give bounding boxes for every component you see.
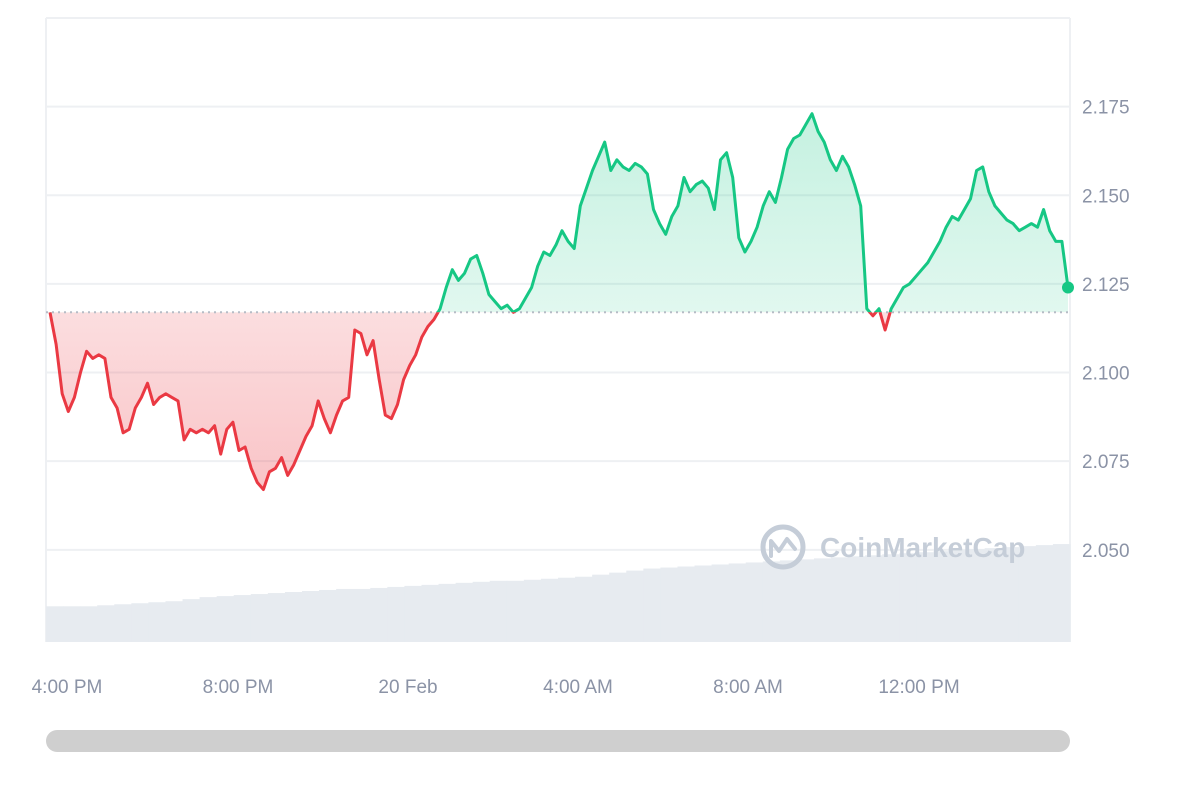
volume-bar (779, 560, 798, 642)
volume-bar (1035, 545, 1054, 642)
watermark-text: CoinMarketCap (820, 532, 1025, 563)
y-tick-label: 2.075 (1082, 452, 1130, 473)
volume-bar (455, 582, 474, 642)
volume-bar (694, 565, 713, 642)
x-tick-label: 8:00 PM (203, 677, 274, 698)
price-lines (48, 112, 1070, 491)
volume-bar (745, 562, 764, 642)
volume-bar (1018, 546, 1037, 642)
x-tick-label: 4:00 AM (543, 677, 613, 698)
volume-bar (626, 570, 644, 642)
volume-bar (319, 589, 337, 642)
volume-bar (677, 566, 696, 642)
volume-bar (711, 564, 730, 642)
chart-scrollbar[interactable] (46, 730, 1070, 752)
volume-bar (148, 602, 166, 642)
volume-bar (353, 588, 371, 642)
area-below-baseline (50, 312, 1068, 490)
volume-bar (80, 606, 98, 642)
volume-bar (899, 553, 917, 642)
volume-bar (250, 594, 269, 642)
y-tick-label: 2.050 (1082, 541, 1130, 562)
volume-bar (950, 550, 969, 642)
volume-bar (46, 606, 64, 642)
volume-bar (523, 579, 542, 642)
volume-bar (233, 595, 252, 642)
price-line-up (50, 112, 1070, 313)
x-tick-label: 4:00 PM (32, 677, 103, 698)
volume-bar (558, 577, 576, 642)
volume-bar (97, 605, 115, 642)
volume-bar (848, 556, 866, 642)
last-price-dot (1062, 281, 1074, 294)
volume-bar (438, 583, 457, 642)
volume-bar (506, 580, 525, 642)
x-tick-label: 12:00 PM (878, 677, 959, 698)
volume-bar (609, 572, 627, 642)
x-tick-label: 20 Feb (378, 677, 437, 698)
volume-bar (865, 555, 883, 642)
x-axis-ticks: 4:00 PM 8:00 PM 20 Feb 4:00 AM 8:00 AM 12:00 … (32, 677, 960, 698)
volume-bar (933, 551, 952, 642)
volume-bar (831, 557, 849, 642)
volume-bar (199, 597, 218, 642)
volume-bar (404, 585, 422, 642)
volume-bar (1001, 547, 1020, 642)
volume-bar (336, 588, 354, 642)
volume-bar (387, 586, 405, 642)
volume-bar (592, 574, 610, 642)
volume-bar (643, 568, 661, 642)
y-tick-label: 2.100 (1082, 364, 1130, 385)
volume-bar (114, 604, 132, 642)
volume-bar (421, 584, 440, 642)
volume-bar (182, 599, 201, 642)
volume-bar (267, 593, 286, 642)
volume-bar (131, 603, 149, 642)
volume-bar (728, 563, 747, 642)
volume-bar (540, 578, 559, 642)
y-tick-label: 2.150 (1082, 186, 1130, 207)
volume-bar (814, 558, 832, 642)
volume-bar (796, 559, 815, 642)
volume-bar (165, 601, 184, 642)
price-area-fills (50, 113, 1068, 490)
volume-bar (967, 549, 986, 642)
y-tick-label: 2.175 (1082, 98, 1130, 119)
y-axis-ticks: 2.175 2.150 2.125 2.100 2.075 2.050 (1082, 98, 1130, 562)
volume-bar (370, 587, 388, 642)
volume-bar (489, 580, 508, 642)
volume-bar (660, 567, 678, 642)
volume-bars (46, 544, 1071, 642)
volume-bar (916, 552, 934, 642)
volume-bar (63, 606, 81, 642)
area-above-baseline (438, 113, 1068, 313)
volume-bar (302, 591, 320, 642)
volume-bar (882, 554, 900, 642)
volume-bar (575, 576, 593, 642)
volume-bar (216, 596, 235, 642)
volume-bar (762, 561, 781, 642)
volume-bar (984, 548, 1003, 642)
x-tick-label: 8:00 AM (713, 677, 783, 698)
coinmarketcap-logo-icon (760, 524, 806, 570)
volume-bar (472, 581, 491, 642)
y-tick-label: 2.125 (1082, 275, 1130, 296)
price-line-down (48, 312, 892, 491)
volume-bar (284, 592, 303, 642)
watermark: CoinMarketCap (760, 524, 1025, 570)
volume-bar (1052, 544, 1071, 642)
